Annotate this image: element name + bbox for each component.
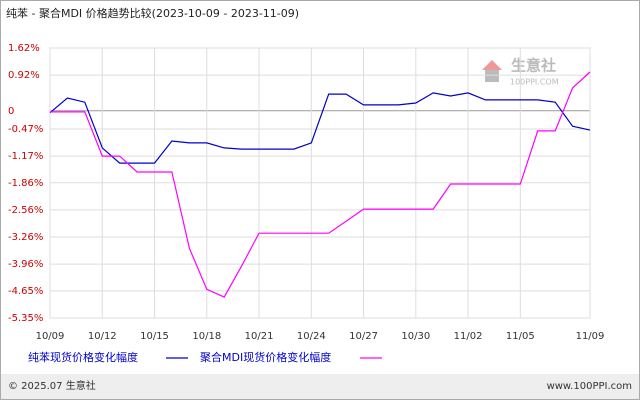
watermark: 生意社 100PPI.COM bbox=[482, 57, 559, 87]
y-tick-label: 0.92% bbox=[8, 70, 40, 81]
x-tick-label: 10/18 bbox=[192, 331, 221, 342]
y-tick-label: -1.86% bbox=[8, 178, 43, 189]
y-tick-label: 0 bbox=[8, 106, 14, 117]
y-tick-label: -4.65% bbox=[8, 286, 43, 297]
x-tick-label: 10/21 bbox=[245, 331, 274, 342]
x-tick-label: 10/30 bbox=[401, 331, 430, 342]
x-tick-label: 10/15 bbox=[140, 331, 169, 342]
watermark-site: 100PPI.COM bbox=[510, 78, 559, 87]
y-tick-label: -3.96% bbox=[8, 259, 43, 270]
footer-band bbox=[1, 374, 639, 399]
watermark-name: 生意社 bbox=[511, 57, 556, 75]
series-line bbox=[50, 71, 591, 298]
y-tick-label: 1.62% bbox=[8, 43, 40, 54]
x-tick-label: 11/05 bbox=[506, 331, 535, 342]
x-tick-label: 11/09 bbox=[576, 331, 605, 342]
y-tick-label: -3.26% bbox=[8, 232, 43, 243]
watermark-icon bbox=[482, 60, 502, 70]
legend-label: 纯苯现货价格变化幅度 bbox=[28, 350, 138, 364]
watermark-icon bbox=[485, 70, 499, 82]
y-tick-label: -0.47% bbox=[8, 124, 43, 135]
x-tick-label: 11/02 bbox=[454, 331, 483, 342]
x-tick-label: 10/12 bbox=[88, 331, 117, 342]
footer-site: www.100PPI.com bbox=[547, 381, 632, 392]
x-tick-label: 10/09 bbox=[36, 331, 65, 342]
y-tick-label: -5.35% bbox=[8, 313, 43, 324]
x-tick-label: 10/24 bbox=[297, 331, 326, 342]
series-line bbox=[49, 92, 591, 164]
y-tick-label: -2.56% bbox=[8, 205, 43, 216]
chart-title: 纯苯 - 聚合MDI 价格趋势比较(2023-10-09 - 2023-11-0… bbox=[6, 6, 299, 20]
legend-label: 聚合MDI现货价格变化幅度 bbox=[200, 350, 331, 364]
y-tick-label: -1.17% bbox=[8, 151, 43, 162]
footer-copyright: © 2025.07 生意社 bbox=[8, 379, 96, 392]
x-tick-label: 10/27 bbox=[349, 331, 378, 342]
